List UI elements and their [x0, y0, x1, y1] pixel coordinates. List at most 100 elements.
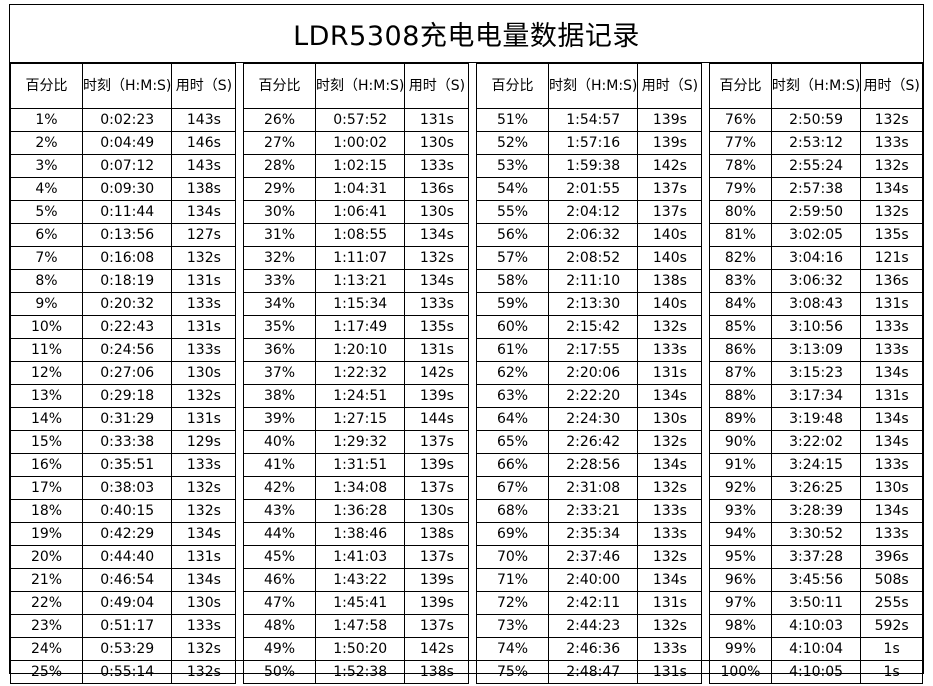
- table-row: 79% 2:57:38 134s: [709, 177, 923, 201]
- cell-percent: 38%: [243, 384, 316, 408]
- cell-percent: 33%: [243, 269, 316, 293]
- table-row: 50% 1:52:38 138s: [243, 660, 470, 684]
- cell-duration: 135s: [860, 223, 923, 247]
- table-row: 97% 3:50:11 255s: [709, 591, 923, 615]
- table-row: 29% 1:04:31 136s: [243, 177, 470, 201]
- table-row: 17% 0:38:03 132s: [10, 476, 237, 500]
- cell-time: 2:59:50: [770, 200, 862, 224]
- table-row: 72% 2:42:11 131s: [476, 591, 703, 615]
- cell-duration: 130s: [171, 591, 237, 615]
- cell-duration: 133s: [171, 292, 237, 316]
- cell-percent: 36%: [243, 338, 316, 362]
- cell-percent: 94%: [709, 522, 772, 546]
- cell-duration: 131s: [404, 108, 470, 132]
- cell-time: 1:02:15: [314, 154, 406, 178]
- cell-percent: 60%: [476, 315, 549, 339]
- cell-duration: 140s: [637, 223, 703, 247]
- cell-time: 0:31:29: [81, 407, 173, 431]
- table-row: 99% 4:10:04 1s: [709, 637, 923, 661]
- table-row: 68% 2:33:21 133s: [476, 499, 703, 523]
- cell-duration: 134s: [404, 223, 470, 247]
- cell-percent: 67%: [476, 476, 549, 500]
- cell-duration: 131s: [171, 269, 237, 293]
- cell-percent: 20%: [10, 545, 83, 569]
- cell-time: 2:53:12: [770, 131, 862, 155]
- cell-percent: 16%: [10, 453, 83, 477]
- cell-percent: 48%: [243, 614, 316, 638]
- cell-time: 3:04:16: [770, 246, 862, 270]
- data-table-4: 百分比 时刻（H:M:S) 用时（S) 76% 2:50:59 132s 77% 2:53:1…: [709, 63, 923, 684]
- cell-percent: 30%: [243, 200, 316, 224]
- document-title: LDR5308充电电量数据记录: [10, 5, 923, 63]
- table-row: 42% 1:34:08 137s: [243, 476, 470, 500]
- cell-time: 0:35:51: [81, 453, 173, 477]
- cell-time: 2:57:38: [770, 177, 862, 201]
- cell-time: 2:24:30: [547, 407, 639, 431]
- cell-duration: 131s: [171, 545, 237, 569]
- cell-percent: 19%: [10, 522, 83, 546]
- cell-duration: 131s: [404, 338, 470, 362]
- cell-duration: 132s: [171, 499, 237, 523]
- table-row: 6% 0:13:56 127s: [10, 223, 237, 247]
- cell-duration: 137s: [637, 200, 703, 224]
- cell-time: 0:20:32: [81, 292, 173, 316]
- cell-percent: 71%: [476, 568, 549, 592]
- table-row: 54% 2:01:55 137s: [476, 177, 703, 201]
- table-row: 76% 2:50:59 132s: [709, 108, 923, 132]
- cell-time: 1:22:32: [314, 361, 406, 385]
- table-row: 31% 1:08:55 134s: [243, 223, 470, 247]
- table-row: 34% 1:15:34 133s: [243, 292, 470, 316]
- cell-time: 0:29:18: [81, 384, 173, 408]
- header-time: 时刻（H:M:S): [81, 63, 173, 109]
- table-row: 27% 1:00:02 130s: [243, 131, 470, 155]
- cell-duration: 132s: [637, 614, 703, 638]
- table-row: 91% 3:24:15 133s: [709, 453, 923, 477]
- cell-time: 1:27:15: [314, 407, 406, 431]
- cell-percent: 54%: [476, 177, 549, 201]
- cell-percent: 23%: [10, 614, 83, 638]
- cell-duration: 130s: [404, 499, 470, 523]
- cell-time: 1:11:07: [314, 246, 406, 270]
- cell-time: 3:26:25: [770, 476, 862, 500]
- cell-duration: 132s: [404, 246, 470, 270]
- cell-percent: 99%: [709, 637, 772, 661]
- table-row: 43% 1:36:28 130s: [243, 499, 470, 523]
- document-frame: LDR5308充电电量数据记录 百分比 时刻（H:M:S) 用时（S) 1% 0:02:…: [9, 4, 924, 684]
- cell-time: 0:24:56: [81, 338, 173, 362]
- table-row: 1% 0:02:23 143s: [10, 108, 237, 132]
- cell-time: 1:08:55: [314, 223, 406, 247]
- cell-duration: 143s: [171, 108, 237, 132]
- cell-time: 2:42:11: [547, 591, 639, 615]
- table-row: 23% 0:51:17 133s: [10, 614, 237, 638]
- cell-time: 2:28:56: [547, 453, 639, 477]
- table-row: 13% 0:29:18 132s: [10, 384, 237, 408]
- cell-percent: 11%: [10, 338, 83, 362]
- cell-duration: 121s: [860, 246, 923, 270]
- cell-time: 0:04:49: [81, 131, 173, 155]
- cell-percent: 21%: [10, 568, 83, 592]
- header-duration: 用时（S): [171, 63, 237, 109]
- cell-time: 2:35:34: [547, 522, 639, 546]
- cell-percent: 26%: [243, 108, 316, 132]
- header-percent: 百分比: [243, 63, 316, 109]
- cell-duration: 142s: [404, 637, 470, 661]
- cell-time: 1:36:28: [314, 499, 406, 523]
- table-row: 24% 0:53:29 132s: [10, 637, 237, 661]
- table-row: 28% 1:02:15 133s: [243, 154, 470, 178]
- table-row: 49% 1:50:20 142s: [243, 637, 470, 661]
- cell-duration: 146s: [171, 131, 237, 155]
- cell-duration: 138s: [404, 522, 470, 546]
- cell-time: 4:10:05: [770, 660, 862, 684]
- table-row: 52% 1:57:16 139s: [476, 131, 703, 155]
- cell-percent: 72%: [476, 591, 549, 615]
- cell-duration: 134s: [171, 522, 237, 546]
- cell-percent: 8%: [10, 269, 83, 293]
- cell-percent: 14%: [10, 407, 83, 431]
- table-row: 46% 1:43:22 139s: [243, 568, 470, 592]
- cell-percent: 70%: [476, 545, 549, 569]
- cell-duration: 132s: [860, 108, 923, 132]
- table-row: 94% 3:30:52 133s: [709, 522, 923, 546]
- header-time: 时刻（H:M:S): [770, 63, 862, 109]
- header-row: 百分比 时刻（H:M:S) 用时（S): [709, 63, 923, 109]
- cell-duration: 133s: [860, 338, 923, 362]
